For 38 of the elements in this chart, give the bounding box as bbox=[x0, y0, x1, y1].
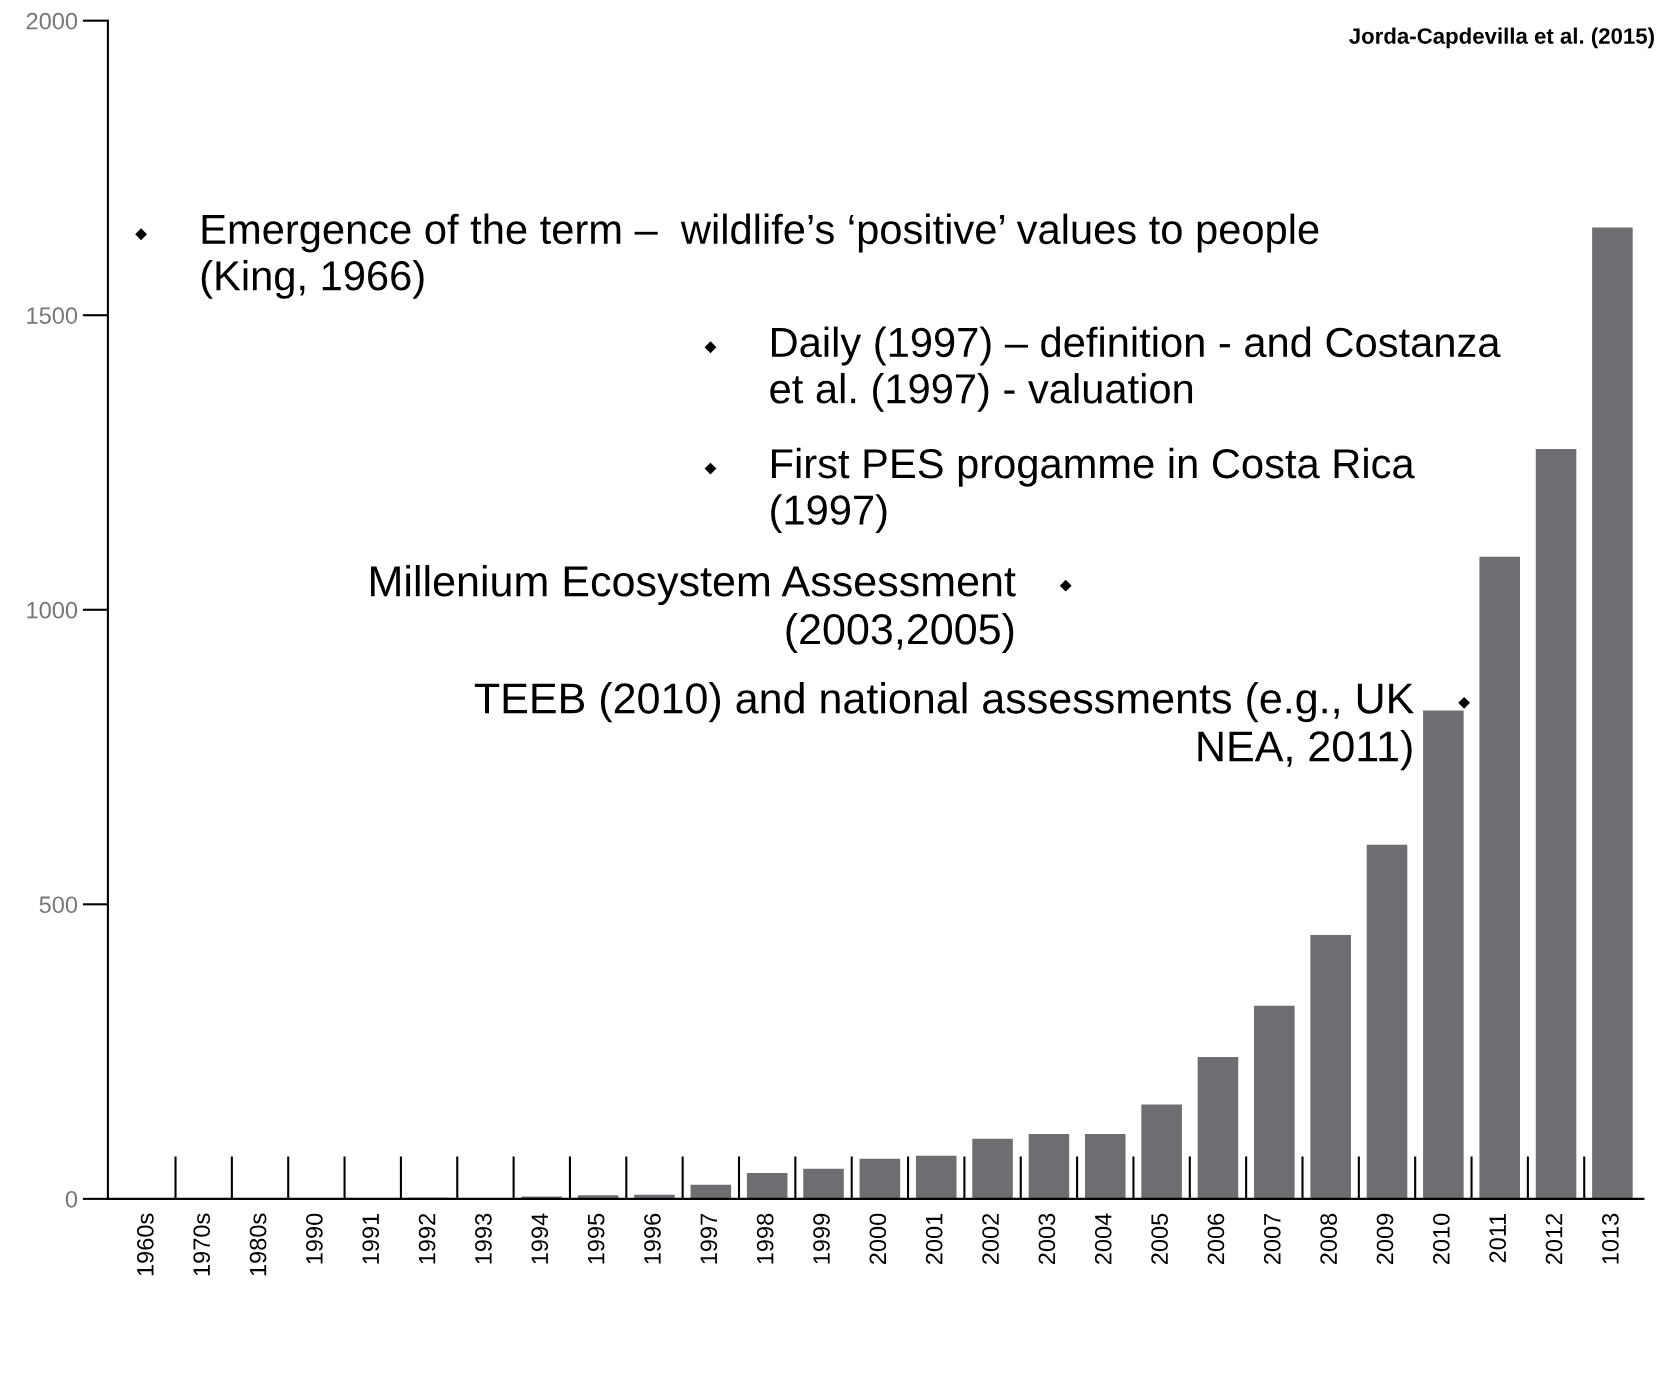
x-tick-label: 1980s bbox=[249, 1213, 267, 1276]
x-tick-label: 1994 bbox=[531, 1213, 549, 1264]
x-tick-label: 2000 bbox=[869, 1213, 887, 1265]
x-tick-label: 2007 bbox=[1263, 1213, 1281, 1265]
y-tick-label: 1000 bbox=[27, 601, 78, 619]
x-tick-label: 2009 bbox=[1376, 1213, 1394, 1265]
annotation: Jorda-Capdevilla et al. (2015) bbox=[1349, 27, 1654, 49]
x-tick-label: 1970s bbox=[193, 1213, 211, 1276]
annotation: First PES progamme in Costa Rica (1997) bbox=[771, 447, 1415, 534]
x-tick-label: 2001 bbox=[925, 1213, 943, 1265]
x-tick-label: 1013 bbox=[1602, 1213, 1619, 1264]
annotation: Daily (1997) – definition - and Costanza et al. (1997) - valuation bbox=[770, 326, 1501, 412]
y-tick-label: 500 bbox=[39, 896, 78, 914]
x-tick-label: 1993 bbox=[475, 1213, 492, 1264]
x-tick-label: 2012 bbox=[1545, 1213, 1563, 1265]
annotation: Millenium Ecosystem Assessment (2003,2005) bbox=[371, 564, 1016, 654]
x-tick-label: 1991 bbox=[362, 1213, 380, 1264]
x-tick-label: 2002 bbox=[982, 1213, 999, 1265]
x-tick-label: 1960s bbox=[136, 1213, 154, 1276]
x-tick-label: 1995 bbox=[587, 1213, 605, 1264]
y-tick-label: 0 bbox=[65, 1190, 78, 1208]
y-tick-label: 2000 bbox=[26, 12, 78, 30]
annotation: Emergence of the term – wildlife’s ‘positive’ values to people (King, 1966) bbox=[201, 213, 1319, 299]
x-tick-label: 1992 bbox=[418, 1213, 436, 1264]
x-tick-label: 2010 bbox=[1432, 1213, 1450, 1265]
x-tick-label: 1998 bbox=[756, 1213, 774, 1264]
x-tick-label: 2006 bbox=[1207, 1213, 1225, 1265]
x-tick-label: 1997 bbox=[700, 1213, 718, 1264]
x-tick-label: 2003 bbox=[1038, 1213, 1056, 1265]
x-tick-label: 1996 bbox=[644, 1213, 661, 1264]
x-tick-label: 2005 bbox=[1151, 1213, 1168, 1265]
y-tick-label: 1500 bbox=[27, 307, 78, 325]
x-tick-label: 2008 bbox=[1320, 1213, 1337, 1265]
x-tick-label: 2004 bbox=[1094, 1213, 1112, 1265]
x-tick-label: 2011 bbox=[1489, 1213, 1507, 1263]
annotation: TEEB (2010) and national assessments (e.g., UK NEA, 2011) bbox=[474, 682, 1414, 771]
x-tick-label: 1990 bbox=[306, 1213, 323, 1264]
x-tick-label: 1999 bbox=[813, 1213, 830, 1264]
